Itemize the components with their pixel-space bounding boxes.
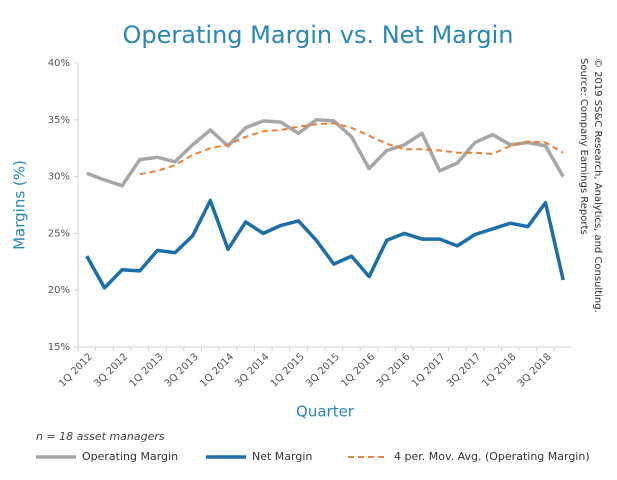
- x-tick-label: 3Q 2016: [375, 351, 413, 389]
- y-tick-label: 15%: [48, 342, 70, 353]
- chart-title: Operating Margin vs. Net Margin: [123, 21, 514, 49]
- y-tick-label: 40%: [48, 58, 70, 69]
- y-tick-label: 20%: [48, 285, 70, 296]
- series-line: [139, 122, 564, 176]
- x-tick-label: 3Q 2012: [92, 351, 130, 389]
- y-tick-label: 25%: [48, 228, 70, 239]
- legend-label: Net Margin: [252, 450, 312, 463]
- x-axis-label: Quarter: [296, 403, 355, 421]
- x-tick-label: 3Q 2018: [516, 351, 554, 389]
- x-tick-label: 1Q 2013: [128, 351, 166, 389]
- legend-label: 4 per. Mov. Avg. (Operating Margin): [394, 450, 590, 463]
- series-line: [86, 118, 565, 188]
- note: n = 18 asset managers: [36, 430, 165, 443]
- x-tick-label: 3Q 2013: [163, 351, 201, 389]
- series-line: [85, 198, 565, 290]
- legend-label: Operating Margin: [82, 450, 178, 463]
- y-axis-label: Margins (%): [11, 160, 29, 250]
- x-tick-label: 1Q 2012: [57, 351, 95, 389]
- y-tick-label: 35%: [48, 115, 70, 126]
- source-line: © 2019 SS&C Research, Analytics, and Con…: [592, 58, 603, 313]
- x-tick-label: 3Q 2014: [233, 351, 271, 389]
- x-tick-label: 1Q 2017: [410, 351, 448, 389]
- x-tick-label: 3Q 2017: [445, 351, 483, 389]
- x-tick-label: 3Q 2015: [304, 351, 342, 389]
- x-tick-label: 1Q 2014: [198, 351, 236, 389]
- x-tick-label: 1Q 2018: [480, 351, 518, 389]
- x-tick-label: 1Q 2015: [269, 351, 307, 389]
- x-tick-label: 1Q 2016: [339, 351, 377, 389]
- y-tick-label: 30%: [48, 172, 70, 183]
- source-line: Source: Company Earnings Reports: [578, 58, 589, 235]
